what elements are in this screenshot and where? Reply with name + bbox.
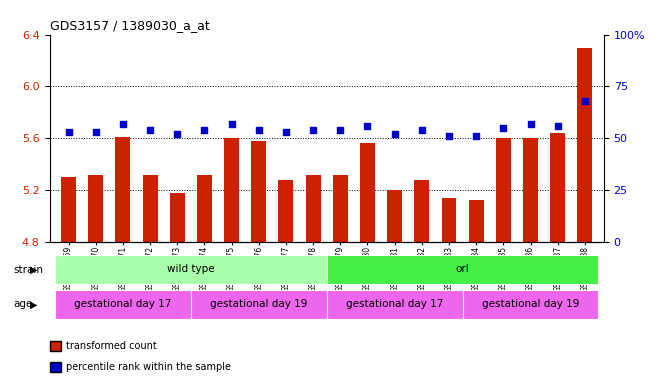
Bar [463, 290, 599, 319]
Text: ▶: ▶ [30, 265, 37, 275]
Text: percentile rank within the sample: percentile rank within the sample [66, 362, 231, 372]
Bar [61, 177, 76, 242]
Text: ▶: ▶ [30, 299, 37, 310]
Text: gestational day 17: gestational day 17 [74, 299, 172, 309]
Bar [550, 133, 565, 242]
Point [525, 121, 536, 127]
Bar [88, 174, 103, 242]
Point [416, 127, 427, 133]
Bar [224, 138, 239, 242]
Bar [55, 255, 327, 285]
Point [498, 125, 509, 131]
Bar [327, 255, 599, 285]
Bar [197, 174, 212, 242]
Bar [55, 290, 191, 319]
Text: transformed count: transformed count [66, 341, 157, 351]
Bar [170, 193, 185, 242]
Point [90, 129, 101, 135]
Bar [387, 190, 402, 242]
Point [253, 127, 264, 133]
Bar [523, 138, 538, 242]
Bar [578, 48, 593, 242]
Bar [279, 180, 294, 242]
Point [117, 121, 128, 127]
Point [362, 123, 373, 129]
Point [552, 123, 563, 129]
Point [280, 129, 291, 135]
Text: age: age [13, 299, 32, 310]
Text: strain: strain [13, 265, 43, 275]
Point [444, 133, 454, 139]
Bar [414, 180, 429, 242]
Point [63, 129, 74, 135]
Text: gestational day 19: gestational day 19 [210, 299, 308, 309]
Bar [360, 143, 375, 242]
Point [389, 131, 400, 137]
Bar [115, 137, 131, 242]
Point [145, 127, 155, 133]
Text: GDS3157 / 1389030_a_at: GDS3157 / 1389030_a_at [50, 19, 209, 32]
Text: gestational day 19: gestational day 19 [482, 299, 579, 309]
Bar [496, 138, 511, 242]
Point [308, 127, 318, 133]
Point [579, 98, 590, 104]
Point [335, 127, 346, 133]
Point [172, 131, 183, 137]
Point [226, 121, 237, 127]
Point [471, 133, 481, 139]
Bar [442, 198, 457, 242]
Bar [306, 174, 321, 242]
Text: orl: orl [455, 264, 469, 274]
Text: wild type: wild type [167, 264, 214, 274]
Bar [469, 200, 484, 242]
Bar [327, 290, 463, 319]
Bar [143, 174, 158, 242]
Bar [333, 174, 348, 242]
Point [199, 127, 210, 133]
Bar [191, 290, 327, 319]
Bar [251, 141, 266, 242]
Text: gestational day 17: gestational day 17 [346, 299, 444, 309]
